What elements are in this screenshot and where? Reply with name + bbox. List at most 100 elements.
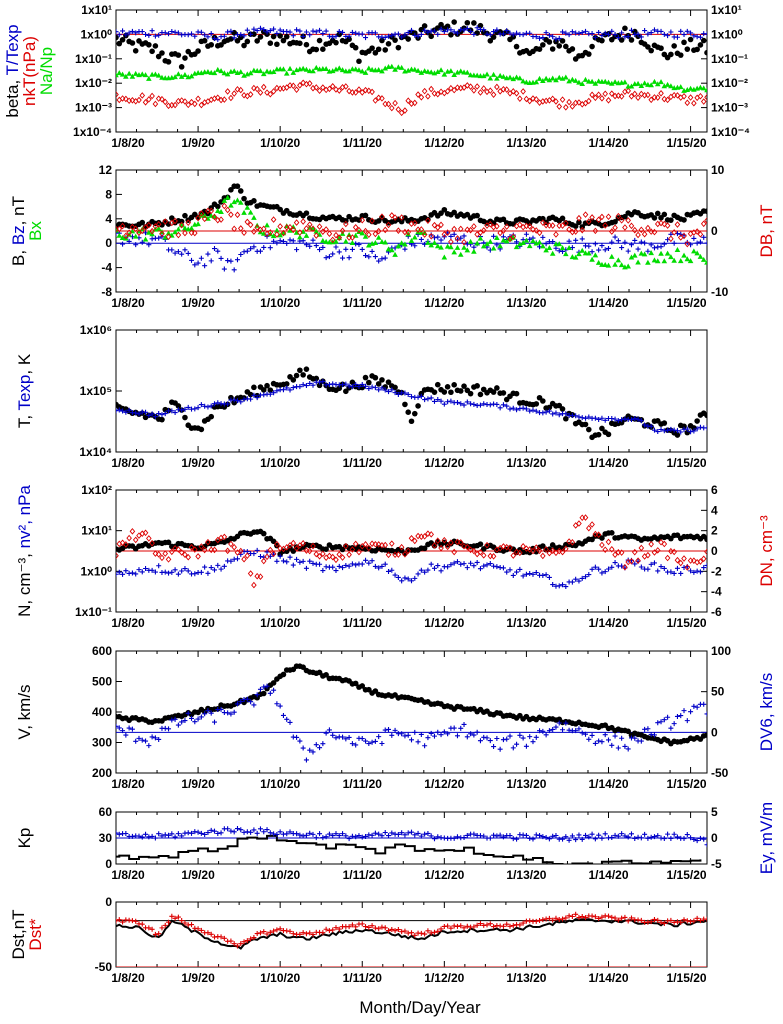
series-db-point	[464, 226, 471, 234]
series-b-point	[576, 219, 582, 226]
series-nv--point	[688, 568, 694, 574]
series-ey-point	[271, 831, 277, 837]
series-dn-point	[510, 552, 517, 559]
series-dst--point	[579, 914, 585, 920]
series-bz-point	[431, 235, 437, 241]
series-dn-point	[362, 541, 369, 548]
y-axis-title-part: nv², nPa	[15, 485, 34, 549]
series-beta-point	[119, 37, 126, 43]
series-t-texp-point	[674, 34, 680, 40]
series-nv--point	[422, 569, 428, 575]
series-nkt-npa--point	[172, 101, 178, 109]
left-tick-label: 1x10⁻¹	[75, 605, 112, 619]
series-t-point	[290, 377, 297, 383]
series-bz-point	[606, 245, 611, 251]
series-na-np-point	[366, 65, 372, 71]
series-nkt-npa--point	[586, 97, 592, 105]
series-dv6-point	[405, 732, 411, 738]
series-nv--point	[704, 562, 707, 568]
series-na-np-point	[464, 69, 471, 75]
series-nv--point	[697, 569, 703, 575]
series-dv6-point	[625, 746, 631, 752]
series-beta-point	[569, 46, 576, 52]
series-nv--point	[221, 563, 227, 569]
series-bz-point	[300, 238, 306, 244]
series-na-np-point	[303, 66, 310, 72]
series-bx-point	[494, 235, 500, 241]
series-dv6-point	[431, 733, 437, 739]
series-bz-point	[257, 248, 263, 254]
right-tick-label: 0	[711, 725, 718, 739]
series-dn-point	[385, 551, 392, 559]
series-nv--point	[425, 567, 431, 573]
series-na-np-point	[549, 75, 556, 81]
series-dv6-point	[658, 719, 664, 725]
series-bz-point	[284, 241, 290, 247]
series-nkt-npa--point	[569, 103, 576, 110]
series-bx-point	[172, 229, 178, 235]
series-bx-point	[595, 259, 602, 265]
left-tick-label: 1x10⁵	[80, 384, 112, 398]
series-dv6-point	[120, 728, 126, 734]
series-nkt-npa--point	[159, 95, 165, 103]
series-texp-point	[530, 407, 536, 413]
series-texp-point	[651, 427, 657, 433]
series-bx-point	[162, 234, 169, 240]
series-ey-point	[231, 829, 237, 835]
series-dv6-point	[451, 725, 457, 731]
series-na-np-point	[175, 71, 182, 77]
series-t-point	[385, 379, 392, 385]
series-dst--point	[369, 923, 375, 929]
series-dv6-point	[294, 734, 300, 740]
series-beta-point	[405, 36, 412, 42]
series-dv6-point	[195, 716, 201, 722]
x-tick-label: 1/10/20	[260, 971, 300, 985]
series-ey-point	[651, 834, 657, 840]
series-ey-point	[212, 828, 217, 834]
series-dv6-point	[152, 735, 158, 741]
x-tick-label: 1/10/20	[260, 296, 300, 310]
series-nkt-npa--point	[198, 101, 205, 109]
series-dv6-point	[589, 732, 595, 738]
series-t-texp-point	[520, 32, 526, 38]
series-dn-point	[343, 542, 349, 550]
series-na-np-point	[592, 80, 599, 86]
y-axis-title-part: Dst*	[26, 918, 45, 951]
series-bx-point	[372, 240, 379, 246]
series-dn-point	[608, 545, 615, 553]
series-dn-point	[129, 528, 136, 535]
series-nv--point	[533, 570, 539, 576]
series-texp-point	[274, 388, 280, 394]
series-nv--point	[254, 547, 260, 553]
series-bz-point	[609, 239, 615, 245]
series-beta-point	[556, 43, 563, 49]
series-nv--point	[556, 583, 562, 589]
x-tick-label: 1/8/20	[111, 777, 145, 791]
series-bz-point	[553, 245, 559, 251]
panel-kp: 1/8/20 1/9/20 1/10/20 1/11/20 1/12/20 1/13/20…	[15, 802, 776, 882]
series-dv6-point	[665, 714, 671, 720]
series-bz-point	[175, 249, 181, 255]
y-axis-title: N, cm⁻³, nv², nPa	[15, 485, 34, 617]
series-db-point	[517, 221, 523, 229]
series-dv6-point	[136, 735, 142, 741]
series-dst--point	[418, 930, 424, 936]
series-t-point	[559, 406, 566, 412]
series-bz-point	[169, 247, 175, 253]
series-dn-point	[254, 572, 260, 580]
series-dv6-point	[592, 740, 598, 746]
series-bx-point	[625, 263, 631, 269]
series-nv--point	[655, 568, 661, 574]
series-bx-point	[487, 238, 494, 244]
series-beta-point	[428, 33, 435, 40]
series-beta-point	[490, 34, 497, 40]
series-nv--point	[435, 563, 441, 569]
series-texp-point	[126, 407, 132, 413]
series-dst--point	[156, 931, 162, 937]
series-db-point	[316, 223, 323, 230]
series-t-point	[264, 382, 270, 389]
series-dst--point	[359, 921, 365, 927]
series-dv6-point	[392, 727, 398, 733]
series-texp-point	[632, 415, 638, 421]
series-bx-point	[457, 251, 464, 257]
